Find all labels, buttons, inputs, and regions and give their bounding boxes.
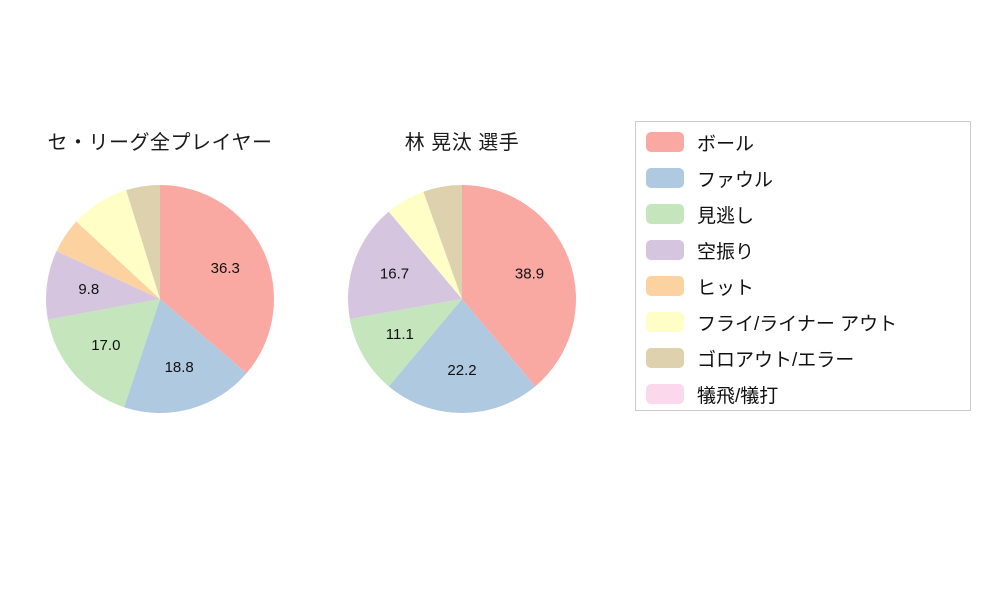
legend-item-foul: ファウル bbox=[646, 160, 970, 196]
pie-slice bbox=[76, 190, 160, 299]
legend-label-called: 見逃し bbox=[697, 205, 755, 227]
legend: ボール ファウル 見逃し 空振り ヒット フライ/ライナー アウト ゴロアウト/… bbox=[635, 121, 971, 411]
pie-value-label: 22.2 bbox=[447, 362, 476, 379]
legend-swatch-ground-out-error bbox=[646, 348, 684, 368]
pie-title-player: 林 晃汰 選手 bbox=[404, 132, 520, 154]
legend-label-hit: ヒット bbox=[697, 277, 755, 299]
legend-swatch-hit bbox=[646, 276, 684, 296]
pie-title-league: セ・リーグ全プレイヤー bbox=[47, 132, 273, 154]
legend-item-swing-miss: 空振り bbox=[646, 232, 970, 268]
pie-value-label: 17.0 bbox=[91, 337, 120, 354]
legend-label-fly-liner-out: フライ/ライナー アウト bbox=[697, 313, 898, 335]
pie-slice bbox=[462, 185, 576, 387]
pie-slice bbox=[47, 299, 160, 408]
legend-label-sacrifice: 犠飛/犠打 bbox=[697, 385, 779, 407]
pie-chart-player: 38.9 22.2 11.1 16.7 bbox=[348, 185, 576, 413]
pie-slice bbox=[349, 299, 462, 387]
pie-slice bbox=[423, 185, 462, 299]
legend-label-foul: ファウル bbox=[697, 169, 774, 191]
legend-item-fly-liner-out: フライ/ライナー アウト bbox=[646, 304, 970, 340]
pie-slice bbox=[56, 221, 160, 299]
pie-chart-league: 36.3 18.8 17.0 9.8 bbox=[46, 185, 275, 413]
pie-slice bbox=[124, 299, 247, 413]
legend-label-swing-miss: 空振り bbox=[697, 241, 755, 263]
pie-value-label: 36.3 bbox=[211, 260, 240, 277]
pie-value-label: 9.8 bbox=[78, 281, 99, 298]
legend-label-ground-out-error: ゴロアウト/エラー bbox=[697, 349, 855, 371]
pie-slice bbox=[348, 211, 462, 319]
pie-value-label: 38.9 bbox=[515, 265, 544, 282]
pie-slice bbox=[160, 185, 275, 374]
pie-value-label: 18.8 bbox=[165, 359, 194, 376]
legend-item-ball: ボール bbox=[646, 124, 970, 160]
pie-slice bbox=[388, 191, 462, 299]
legend-swatch-ball bbox=[646, 132, 684, 152]
legend-item-called: 見逃し bbox=[646, 196, 970, 232]
legend-label-ball: ボール bbox=[697, 133, 755, 155]
pie-value-label: 16.7 bbox=[380, 265, 409, 282]
pie-slice bbox=[388, 299, 536, 413]
legend-item-sacrifice: 犠飛/犠打 bbox=[646, 376, 970, 412]
legend-item-hit: ヒット bbox=[646, 268, 970, 304]
legend-swatch-called bbox=[646, 204, 684, 224]
legend-swatch-foul bbox=[646, 168, 684, 188]
pie-slice bbox=[126, 185, 160, 299]
legend-item-ground-out-error: ゴロアウト/エラー bbox=[646, 340, 970, 376]
legend-swatch-fly-liner-out bbox=[646, 312, 684, 332]
pie-slice bbox=[46, 251, 160, 320]
legend-swatch-swing-miss bbox=[646, 240, 684, 260]
legend-swatch-sacrifice bbox=[646, 384, 684, 404]
pie-value-label: 11.1 bbox=[386, 326, 414, 343]
